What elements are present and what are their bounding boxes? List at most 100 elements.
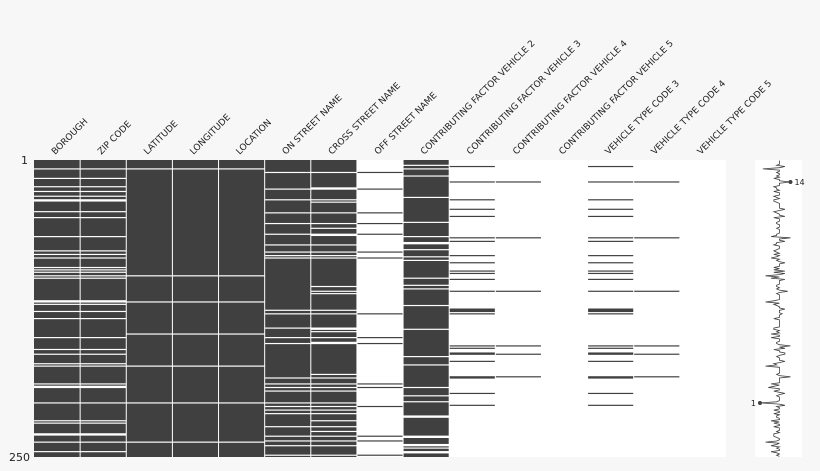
filled-segment <box>264 189 311 200</box>
matrix-column <box>679 160 726 457</box>
filled-segment <box>80 302 127 304</box>
filled-segment <box>218 442 265 457</box>
column-label: VEHICLE TYPE CODE 5 <box>696 79 774 157</box>
filled-segment <box>264 314 311 328</box>
filled-segment <box>403 396 450 402</box>
filled-segment <box>403 222 450 237</box>
filled-segment <box>80 304 127 311</box>
filled-segment <box>587 352 634 355</box>
filled-segment <box>310 294 357 310</box>
sparkline-max-label: 14 <box>794 178 804 187</box>
filled-segment <box>449 352 496 355</box>
filled-segment <box>403 278 450 285</box>
filled-segment <box>310 332 357 338</box>
filled-segment <box>34 421 81 423</box>
filled-segment <box>495 290 542 292</box>
filled-segment <box>310 228 357 234</box>
filled-segment <box>587 392 634 395</box>
filled-segment <box>356 337 404 339</box>
filled-segment <box>356 454 404 456</box>
filled-segment <box>403 453 450 457</box>
filled-segment <box>587 208 634 210</box>
filled-segment <box>34 212 81 218</box>
filled-segment <box>449 270 496 272</box>
filled-segment <box>126 302 173 334</box>
filled-segment <box>264 388 311 391</box>
filled-segment <box>633 345 680 347</box>
filled-segment <box>403 237 450 242</box>
filled-segment <box>218 403 265 442</box>
row-label-bottom: 250 <box>9 451 30 464</box>
filled-segment <box>126 403 173 442</box>
filled-segment <box>587 376 634 379</box>
filled-segment <box>34 218 81 237</box>
filled-segment <box>495 345 542 347</box>
filled-segment <box>310 200 357 202</box>
filled-segment <box>80 338 127 349</box>
filled-segment <box>264 160 311 172</box>
filled-segment <box>449 404 496 406</box>
filled-segment <box>356 188 404 190</box>
filled-segment <box>356 383 404 385</box>
filled-segment <box>126 160 173 169</box>
filled-segment <box>633 376 680 378</box>
filled-segment <box>34 364 81 366</box>
filled-segment <box>34 338 81 349</box>
filled-segment <box>80 196 127 200</box>
filled-segment <box>587 215 634 218</box>
filled-segment <box>218 302 265 334</box>
column-background <box>495 160 542 457</box>
filled-segment <box>34 302 81 304</box>
filled-segment <box>80 452 127 457</box>
filled-segment <box>449 240 496 242</box>
filled-segment <box>172 302 219 334</box>
filled-segment <box>264 410 311 414</box>
filled-segment <box>403 285 450 289</box>
filled-segment <box>264 403 311 406</box>
filled-segment <box>218 169 265 276</box>
filled-segment <box>449 308 496 313</box>
filled-segment <box>449 165 496 168</box>
filled-segment <box>310 407 357 410</box>
filled-segment <box>310 403 357 406</box>
filled-segment <box>34 272 81 276</box>
filled-segment <box>587 199 634 201</box>
filled-segment <box>34 196 81 200</box>
filled-segment <box>633 290 680 292</box>
filled-segment <box>587 308 634 313</box>
filled-segment <box>80 354 127 364</box>
filled-segment <box>172 403 219 442</box>
filled-segment <box>403 169 450 176</box>
filled-segment <box>80 442 127 452</box>
filled-segment <box>172 160 219 169</box>
filled-segment <box>356 222 404 225</box>
filled-segment <box>80 312 127 319</box>
filled-segment <box>403 306 450 329</box>
filled-segment <box>80 278 127 301</box>
filled-segment <box>310 160 357 172</box>
filled-segment <box>310 421 357 427</box>
filled-segment <box>449 376 496 379</box>
filled-segment <box>403 329 450 357</box>
filled-segment <box>449 255 496 257</box>
filled-segment <box>403 357 450 365</box>
column-label: CROSS STREET NAME <box>327 81 403 157</box>
filled-segment <box>218 160 265 169</box>
filled-segment <box>449 345 496 347</box>
filled-segment <box>310 224 357 228</box>
filled-segment <box>449 392 496 395</box>
filled-segment <box>403 437 450 444</box>
filled-segment <box>80 192 127 196</box>
filled-segment <box>587 278 634 280</box>
filled-segment <box>449 262 496 264</box>
filled-segment <box>403 250 450 257</box>
filled-segment <box>34 251 81 254</box>
filled-segment <box>587 347 634 349</box>
filled-segment <box>310 252 357 256</box>
sparkline-min-marker <box>758 400 762 405</box>
filled-segment <box>80 237 127 251</box>
filled-segment <box>587 404 634 406</box>
filled-segment <box>264 344 311 378</box>
filled-segment <box>449 290 496 292</box>
filled-segment <box>310 236 357 245</box>
